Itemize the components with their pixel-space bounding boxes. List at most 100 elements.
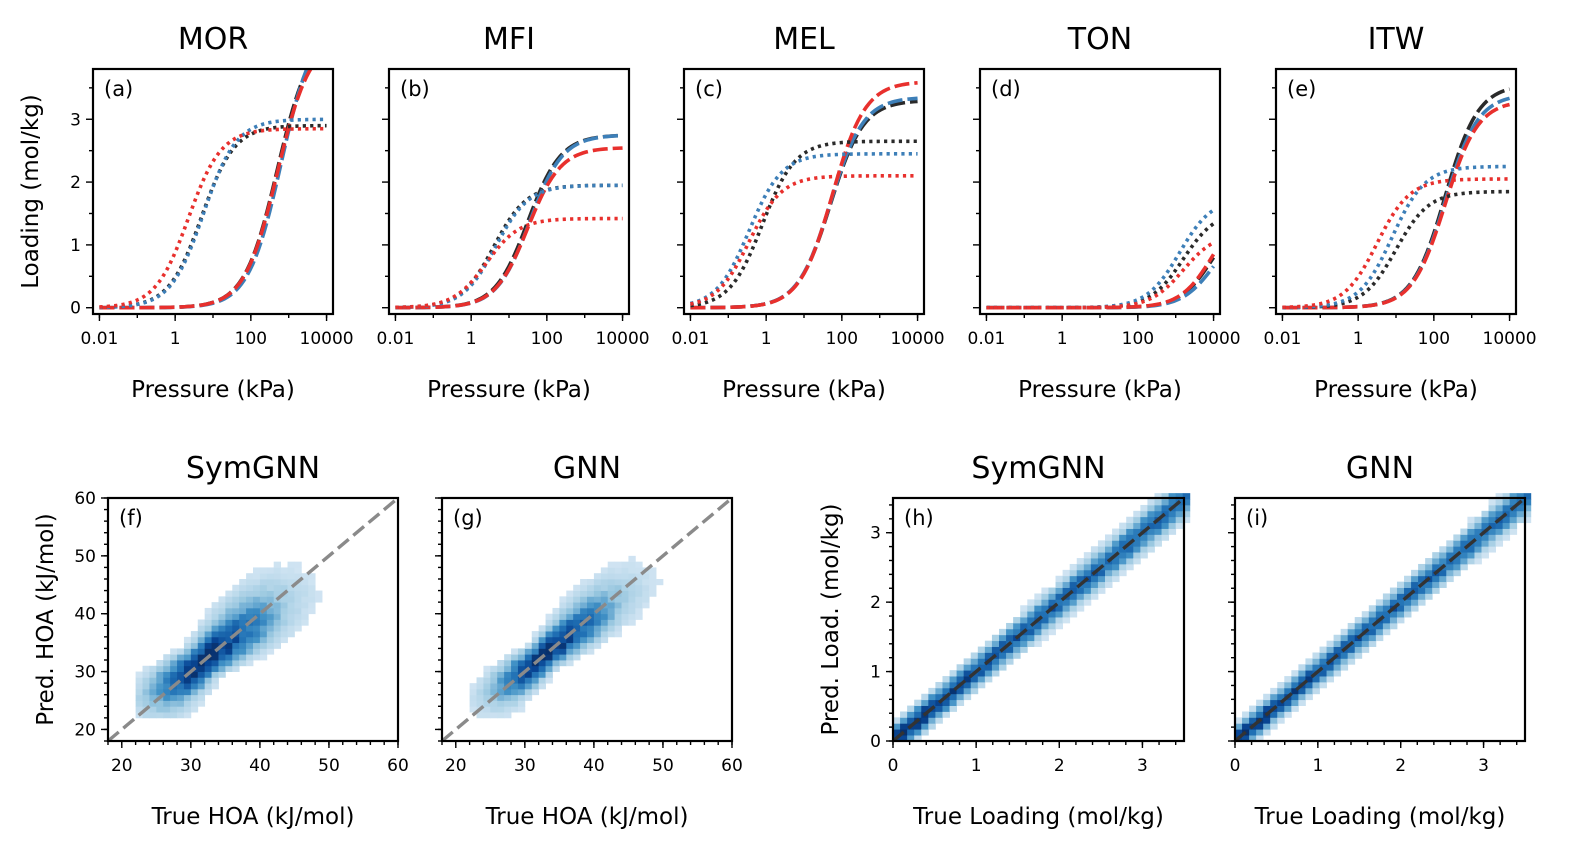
histogram-bin	[1083, 581, 1092, 588]
histogram-bin	[1048, 617, 1056, 624]
histogram-bin	[1041, 628, 1049, 636]
histogram-bin	[1126, 522, 1134, 529]
histogram-bin	[914, 711, 922, 718]
histogram-bin	[552, 625, 560, 632]
histogram-bin	[1411, 593, 1419, 600]
histogram-bin	[1481, 534, 1489, 541]
histogram-bin	[1263, 693, 1271, 701]
panel-label: (e)	[1287, 77, 1316, 101]
histogram-bin	[956, 693, 965, 701]
isotherm-dotted-blue	[395, 183, 623, 310]
histogram-bin	[211, 642, 219, 649]
histogram-bin	[1013, 628, 1021, 636]
histogram-bin	[1006, 634, 1014, 642]
histogram-bin	[266, 579, 275, 586]
histogram-bin	[225, 602, 233, 609]
histogram-bin	[218, 636, 226, 644]
histogram-bin	[1446, 575, 1454, 583]
histogram-bin	[266, 573, 275, 580]
histogram-bin	[294, 590, 302, 597]
histogram-bin	[1312, 687, 1320, 695]
histogram-bin	[1305, 676, 1313, 683]
histogram-bin	[559, 607, 567, 615]
histogram-bin	[204, 631, 212, 638]
histogram-bin	[308, 607, 316, 615]
histogram-bin	[149, 683, 157, 690]
histogram-bin	[531, 677, 540, 684]
histogram-bin	[942, 676, 950, 683]
histogram-bin	[538, 648, 546, 655]
histogram-bin	[183, 683, 192, 690]
histogram-bin	[163, 700, 171, 707]
histogram-bin	[197, 648, 206, 655]
histogram-bin	[239, 579, 247, 586]
x-tick-label: 30	[180, 756, 202, 776]
histogram-bin	[1439, 558, 1447, 565]
histogram-bin	[490, 700, 498, 707]
histogram-bin	[600, 567, 609, 574]
isotherm-dashed-red	[99, 69, 313, 310]
histogram-bin	[266, 619, 275, 626]
histogram-bin	[280, 613, 288, 620]
histogram-bin	[1460, 534, 1468, 541]
histogram-bin	[204, 677, 212, 684]
histogram-bin	[628, 584, 636, 591]
histogram-bin	[1277, 681, 1285, 689]
histogram-bin	[573, 596, 581, 603]
histogram-bin	[566, 590, 574, 597]
histogram-bin	[1242, 711, 1250, 718]
histogram-bin	[1119, 569, 1127, 577]
histogram-bin	[1411, 605, 1419, 612]
histogram-bin	[1446, 569, 1454, 577]
histogram-bin	[545, 619, 553, 626]
x-tick-label: 0.01	[377, 329, 415, 349]
histogram-bin	[642, 584, 650, 591]
histogram-bin	[273, 613, 282, 620]
isotherm-dotted-black	[99, 123, 327, 310]
histogram-bin	[1509, 493, 1518, 500]
histogram-bin	[1105, 581, 1113, 588]
histogram-bin	[301, 619, 309, 626]
histogram-bin	[273, 561, 282, 568]
histogram-bin	[1020, 646, 1028, 653]
histogram-bin	[538, 665, 546, 672]
histogram-bin	[1126, 546, 1134, 553]
histogram-bin	[593, 590, 602, 597]
histogram-bin	[190, 671, 199, 678]
histogram-bin	[1140, 504, 1148, 512]
histogram-bin	[1277, 705, 1285, 712]
histogram-bin	[239, 648, 247, 655]
histogram-bin	[183, 700, 192, 707]
plot-frame	[1233, 496, 1527, 743]
histogram-bin	[511, 706, 519, 713]
histogram-bin	[628, 602, 636, 609]
histogram-bin	[531, 636, 540, 644]
histogram-bin	[308, 584, 316, 591]
histogram-bin	[935, 705, 943, 712]
histogram-bin	[1333, 646, 1342, 653]
histogram-bin	[266, 607, 275, 615]
histogram-bin	[566, 596, 574, 603]
histogram-bin	[504, 694, 512, 701]
histogram-bin	[614, 613, 622, 620]
histogram-bin	[170, 671, 178, 678]
histogram-bin	[483, 688, 491, 696]
histogram-bin	[1168, 522, 1177, 529]
histogram-bin	[246, 607, 254, 615]
histogram-bin	[587, 607, 595, 615]
x-axis-label: Pressure (kPa)	[131, 377, 295, 403]
y-axis-label: Pred. HOA (kJ/mol)	[33, 513, 59, 726]
histogram-bin	[1076, 569, 1085, 577]
histogram-bin	[287, 573, 295, 580]
histogram-bin	[1161, 493, 1170, 500]
x-tick-label: 20	[445, 756, 467, 776]
histogram-bin	[1270, 711, 1278, 718]
histogram-bin	[1175, 510, 1184, 518]
histogram-bin	[999, 628, 1007, 636]
histogram-bin	[956, 687, 965, 695]
histogram-bin	[545, 642, 553, 649]
histogram-bin	[211, 625, 219, 632]
histogram-bin	[614, 567, 622, 574]
histogram-bin	[600, 573, 609, 580]
histogram-bin	[1076, 563, 1085, 571]
